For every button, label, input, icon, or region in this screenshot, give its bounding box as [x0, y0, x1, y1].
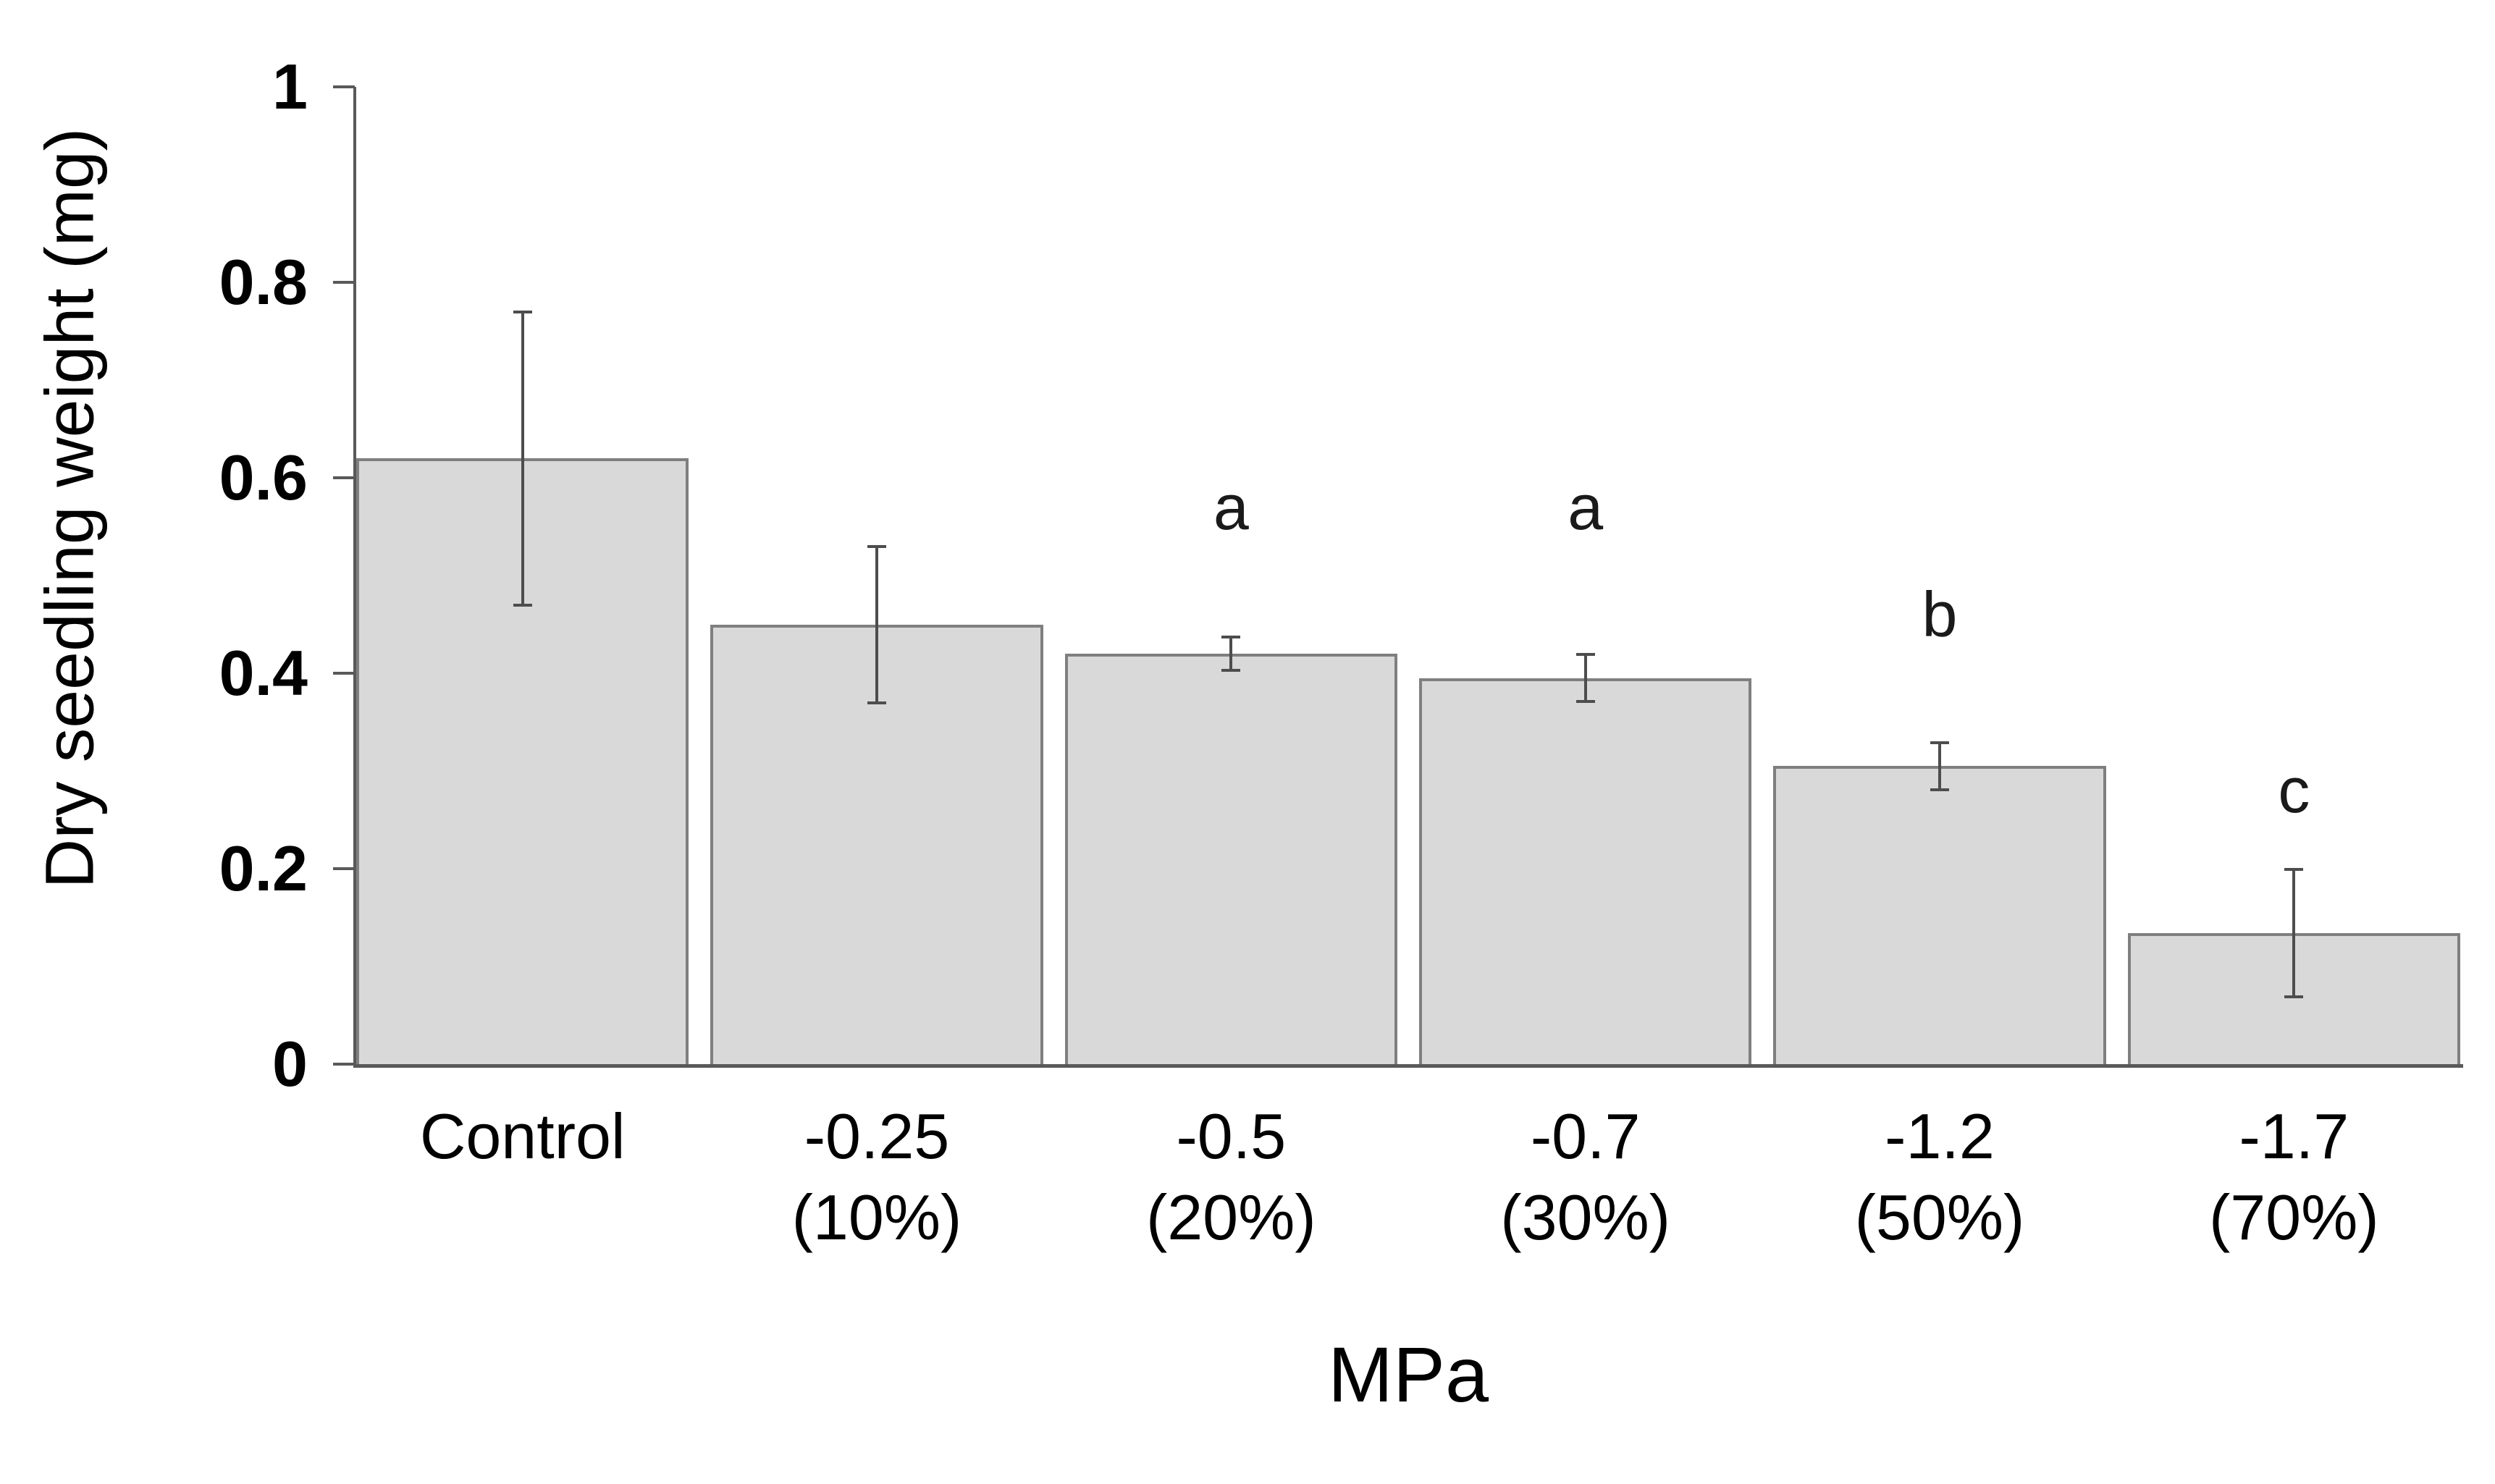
x-category-label: -1.2 (50%) [1762, 1096, 2116, 1258]
error-bar-cap [513, 310, 532, 313]
error-bar-cap [867, 544, 886, 548]
significance-letter-c: c [2278, 754, 2310, 826]
error-bar-line [1229, 637, 1233, 670]
y-tick-mark [333, 476, 355, 479]
error-bar-cap [513, 603, 532, 607]
y-tick-mark [333, 85, 355, 88]
significance-letter-b: b [1922, 578, 1958, 650]
y-tick-label: 0.6 [219, 442, 308, 513]
plot-area: a a b c [356, 87, 2460, 1064]
error-bar-line [875, 546, 878, 703]
y-tick-label: 0.8 [219, 246, 308, 318]
y-tick-label: 0 [272, 1028, 308, 1100]
error-bar-cap [1575, 700, 1595, 704]
y-axis-line [353, 87, 356, 1068]
x-category-sublabel: (50%) [1854, 1181, 2025, 1253]
error-bar-line [521, 311, 524, 605]
x-category-label: Control [419, 1100, 626, 1172]
bar--0.5 [1064, 654, 1397, 1064]
significance-letter-a: a [1568, 471, 1604, 543]
x-category-label: -1.7 (70%) [2117, 1096, 2471, 1258]
error-bar-cap [2284, 868, 2304, 872]
x-category-sublabel: (20%) [1145, 1181, 1316, 1253]
x-category-label: -0.5 (20%) [1054, 1096, 1408, 1258]
y-tick-mark [333, 867, 355, 870]
x-category-label: -0.7 (30%) [1408, 1096, 1762, 1258]
y-tick-mark [333, 672, 355, 675]
error-bar-cap [867, 701, 886, 704]
error-bar-cap [2284, 995, 2304, 998]
y-tick-label: 0.2 [219, 832, 308, 904]
x-category-sublabel: (30%) [1500, 1181, 1671, 1253]
bar--1.2 [1773, 766, 2106, 1064]
bar--0.7 [1419, 678, 1752, 1064]
y-tick-label: 0.4 [219, 637, 308, 709]
y-tick-mark [333, 1063, 355, 1066]
error-bar-cap [1930, 788, 1949, 791]
x-axis-line [353, 1064, 2463, 1068]
significance-letter-a: a [1213, 471, 1249, 543]
error-bar-cap [1221, 668, 1241, 672]
error-bar-line [2292, 869, 2296, 997]
error-bar-line [1583, 654, 1587, 702]
error-bar-line [1938, 742, 1941, 790]
y-tick-label: 1 [272, 51, 308, 122]
error-bar-cap [1575, 653, 1595, 657]
x-category-sublabel: (10%) [791, 1181, 962, 1253]
x-category-label: -0.25 (10%) [699, 1096, 1053, 1258]
error-bar-cap [1930, 741, 1949, 744]
x-axis-title: MPa [1327, 1331, 1489, 1418]
y-tick-mark [333, 281, 355, 284]
x-category-sublabel: (70%) [2208, 1181, 2379, 1253]
error-bar-cap [1221, 636, 1241, 639]
